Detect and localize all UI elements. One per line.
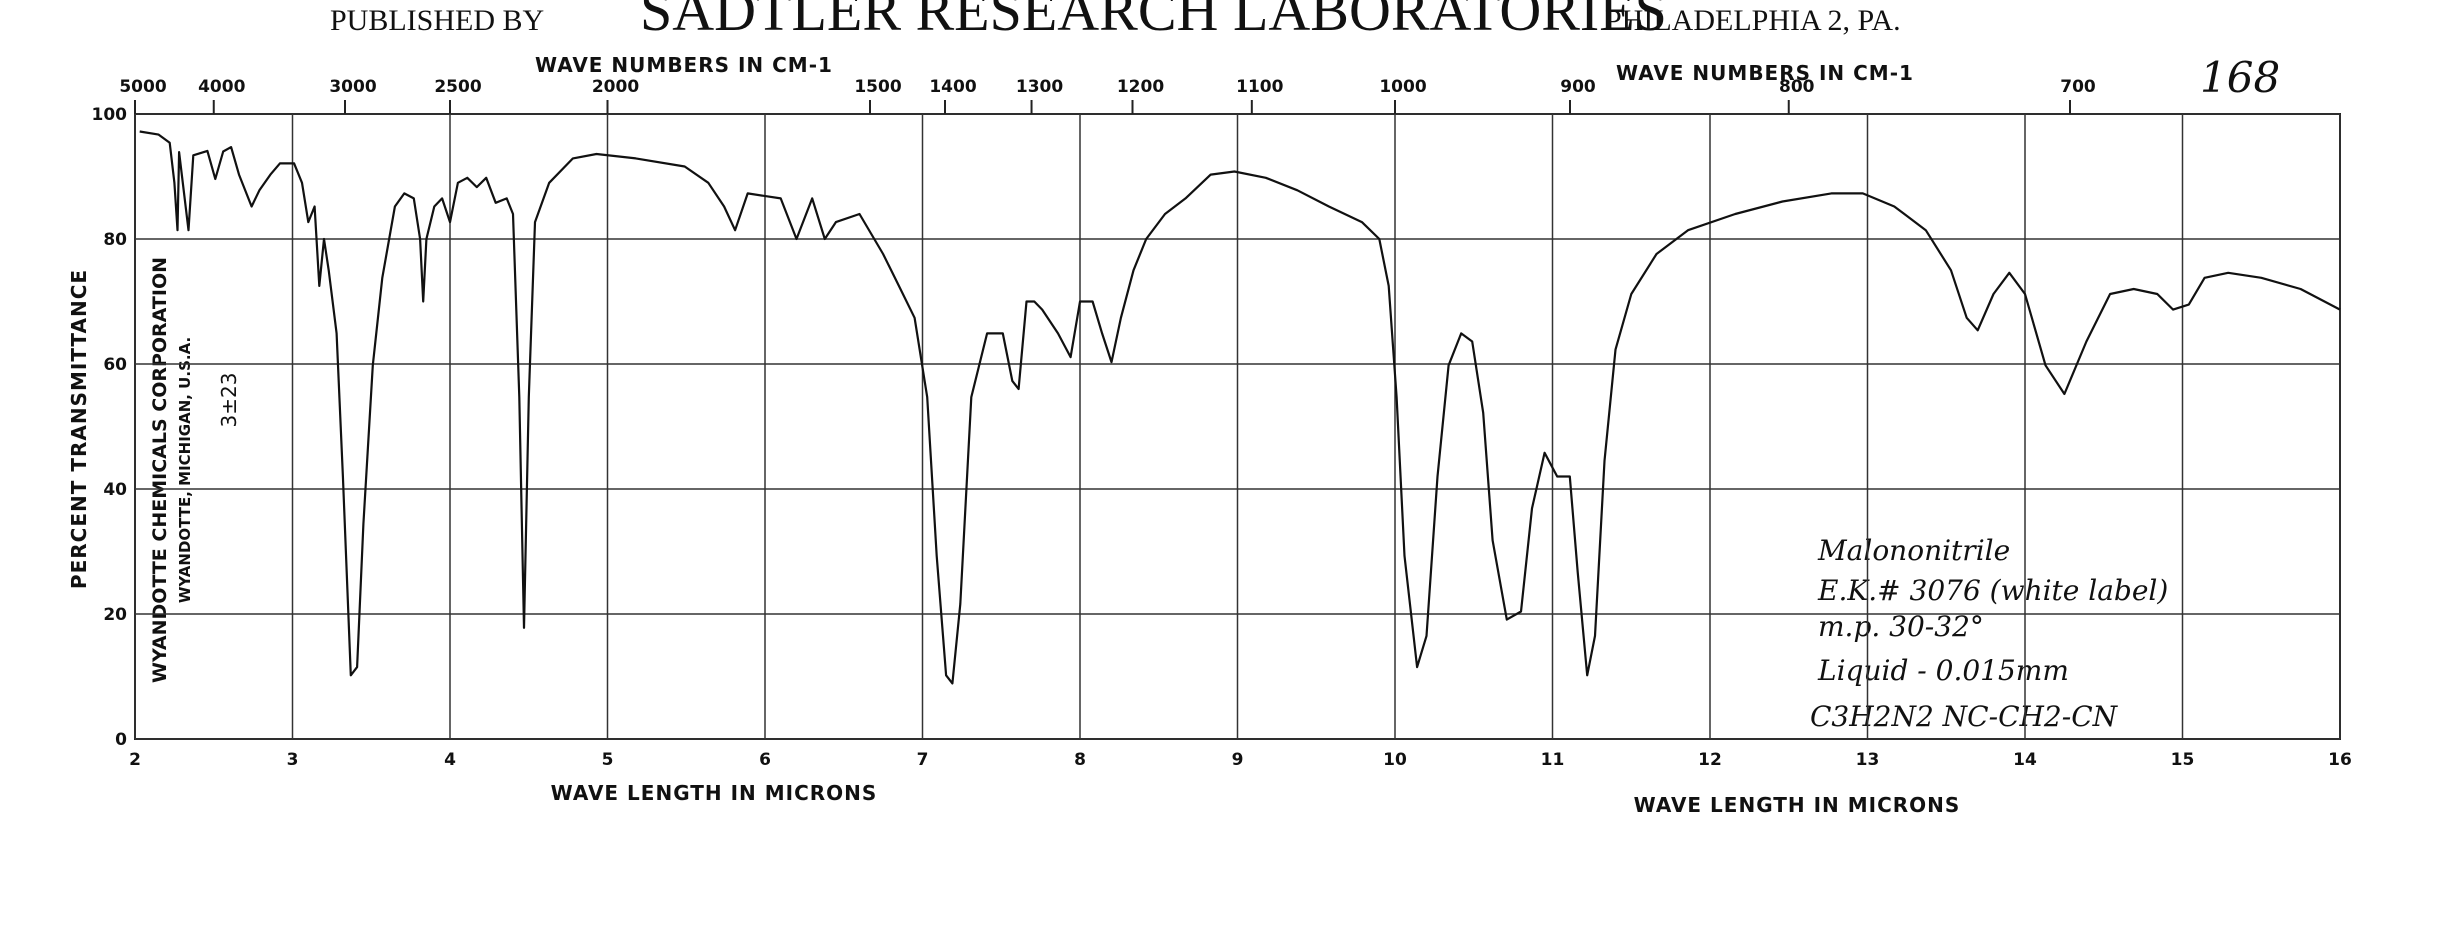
side-text: WYANDOTTE, MICHIGAN, U.S.A. [176, 337, 194, 603]
x2-tick-label: 800 [1779, 77, 1815, 97]
x2-tick-label: 3000 [329, 77, 376, 97]
note: C3H2N2 NC-CH2-CN [1810, 700, 2119, 733]
note: Malononitrile [1817, 534, 2010, 567]
y-label: PERCENT TRANSMITTANCE [67, 269, 91, 589]
spectrum-line [139, 130, 2341, 685]
x2-tick-label: 1100 [1236, 77, 1283, 97]
x-label: WAVE LENGTH IN MICRONS [551, 781, 878, 805]
x-tick-label: 15 [2171, 750, 2195, 770]
publisher: SADTLER RESEARCH LABORATORIES [640, 0, 1667, 43]
x2-tick-label: 2500 [434, 77, 481, 97]
x-tick-label: 13 [1856, 750, 1880, 770]
y-tick-label: 0 [115, 730, 127, 750]
x2-tick-label: 1300 [1016, 77, 1063, 97]
x-tick-label: 16 [2328, 750, 2352, 770]
y-tick-label: 80 [103, 230, 127, 250]
note: E.K.# 3076 (white label) [1817, 574, 2168, 607]
x2-tick-label: 5000 [119, 77, 166, 97]
y-tick-label: 40 [103, 480, 127, 500]
note: m.p. 30-32° [1818, 610, 1984, 643]
x-tick-label: 11 [1541, 750, 1565, 770]
x-tick-label: 2 [129, 750, 141, 770]
x2-tick-label: 1200 [1117, 77, 1164, 97]
x2-tick-label: 700 [2060, 77, 2096, 97]
x-tick-label: 14 [2013, 750, 2037, 770]
x2-tick-label: 900 [1560, 77, 1596, 97]
publisher-city: PHILADELPHIA 2, PA. [1605, 4, 1901, 37]
x-tick-label: 3 [287, 750, 299, 770]
publisher-prefix: PUBLISHED BY [330, 4, 544, 37]
x2-label-right: WAVE NUMBERS IN CM-1 [1616, 61, 1914, 85]
x-tick-label: 5 [602, 750, 614, 770]
x2-tick-label: 1400 [929, 77, 976, 97]
x2-tick-label: 1500 [854, 77, 901, 97]
y-tick-label: 60 [103, 355, 127, 375]
x2-tick-label: 2000 [592, 77, 639, 97]
x-tick-label: 7 [917, 750, 929, 770]
x2-tick-label: 4000 [198, 77, 245, 97]
x-tick-label: 9 [1232, 750, 1244, 770]
note: Liquid - 0.015mm [1817, 654, 2069, 687]
x-tick-label: 12 [1698, 750, 1722, 770]
x-tick-label: 8 [1074, 750, 1086, 770]
x2-tick-label: 1000 [1379, 77, 1426, 97]
y-tick-label: 20 [103, 605, 127, 625]
x-tick-label: 4 [444, 750, 456, 770]
x2-label: WAVE NUMBERS IN CM-1 [535, 53, 833, 77]
x-tick-label: 10 [1383, 750, 1407, 770]
y-tick-label: 100 [92, 105, 128, 125]
x-tick-label: 6 [759, 750, 771, 770]
x-label-right: WAVE LENGTH IN MICRONS [1634, 793, 1961, 817]
side-text: WYANDOTTE CHEMICALS CORPORATION [149, 257, 171, 683]
spectrum-number: 168 [2200, 53, 2280, 102]
side-text: 3±23 [217, 373, 241, 428]
